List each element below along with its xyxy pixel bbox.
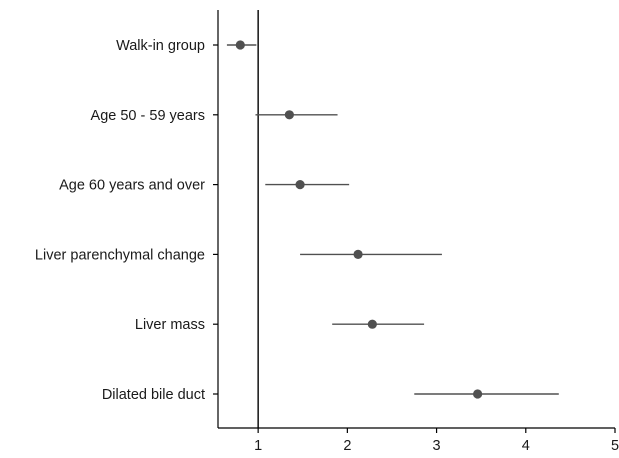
category-label: Age 50 - 59 years [91,108,205,124]
point-estimate [295,180,305,190]
x-tick-label: 4 [522,438,530,454]
axes [213,10,615,429]
x-axis-ticks: 1 2 3 4 5 [254,428,619,454]
point-estimate [367,319,377,329]
category-labels: Walk-in group Age 50 - 59 years Age 60 yea… [35,38,205,403]
point-estimate [235,40,245,50]
x-tick-label: 5 [611,438,619,454]
plot-marks [226,40,559,399]
point-estimate [284,110,294,120]
point-estimate [473,389,483,399]
category-label: Liver parenchymal change [35,247,205,263]
point-estimate [353,249,363,259]
category-label: Age 60 years and over [59,178,205,194]
x-tick-label: 3 [433,438,441,454]
category-label: Dilated bile duct [102,387,205,403]
x-tick-label: 1 [254,438,262,454]
category-label: Liver mass [135,317,205,333]
category-label: Walk-in group [116,38,205,54]
x-tick-label: 2 [343,438,351,454]
